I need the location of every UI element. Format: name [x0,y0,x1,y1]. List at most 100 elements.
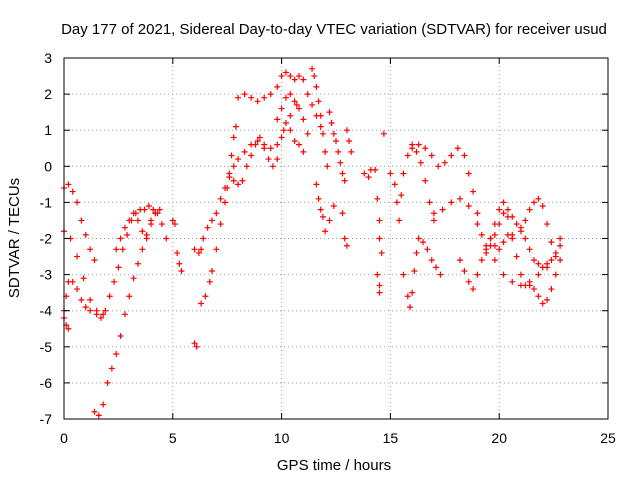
data-point [304,91,311,98]
data-point [326,217,333,224]
y-tick-label: -1 [40,194,53,210]
data-point [141,206,148,213]
data-point [152,210,159,217]
series-track-w [517,228,555,271]
data-point [274,141,281,148]
data-point [478,257,485,264]
data-point [409,141,416,148]
data-point [526,246,533,253]
data-point [341,235,348,242]
data-point [380,130,387,137]
data-point [513,221,520,228]
data-point [509,235,516,242]
data-point [413,148,420,155]
data-point [87,246,94,253]
data-point [422,145,429,152]
data-point [404,293,411,300]
data-point [130,210,137,217]
data-point [293,101,300,108]
data-point [457,257,464,264]
data-point [208,267,215,274]
series-track-l [235,69,324,130]
data-point [235,181,242,188]
data-point [326,109,333,116]
data-point [465,170,472,177]
data-point [387,170,394,177]
x-tick-label: 25 [600,430,616,446]
data-point [487,235,494,242]
data-point [317,123,324,130]
data-point [557,242,564,249]
data-point [95,412,102,419]
data-point [117,332,124,339]
data-point [552,271,559,278]
series-track-g [169,217,185,274]
data-point [248,152,255,159]
data-point [522,217,529,224]
data-point [104,379,111,386]
data-point [374,195,381,202]
data-point [296,105,303,112]
data-point [333,138,339,145]
data-point [500,199,507,206]
data-point [265,156,272,163]
data-point [74,253,81,260]
data-point [400,170,407,177]
data-point [400,271,407,278]
data-point [504,206,511,213]
data-point [411,267,418,274]
data-point [372,166,379,173]
data-point [126,293,133,300]
data-point [78,217,85,224]
data-point [300,116,307,123]
axis-ticks: 0 5 10 15 20 25 -7 -6 -5 -4 -3 -2 -1 0 1 2 3 [40,50,616,446]
data-point [500,210,507,217]
data-point [82,304,89,311]
data-point [441,159,448,166]
data-point [404,152,411,159]
x-tick-label: 15 [383,430,399,446]
data-point [291,76,298,83]
data-point [87,296,94,303]
data-point [143,235,150,242]
data-point [531,257,538,264]
data-point [119,246,126,253]
data-point [117,235,124,242]
data-point [544,296,551,303]
data-point [280,127,287,134]
data-point [100,401,107,408]
data-point [328,119,335,126]
data-point [330,130,337,137]
data-point [539,264,546,271]
data-point [261,145,268,152]
data-point [535,271,542,278]
data-point [343,127,350,134]
data-point [282,119,289,126]
data-point [324,163,331,170]
data-point [319,130,326,137]
data-point [296,73,303,80]
data-point [393,199,400,206]
data-point [80,275,87,282]
data-point [474,271,481,278]
data-point [267,145,274,152]
data-point [504,231,511,238]
x-tick-label: 0 [60,430,68,446]
data-point [274,156,281,163]
y-tick-label: -3 [40,267,53,283]
data-point [317,112,324,119]
series-track-q [387,145,437,224]
data-point [461,152,468,159]
series-track-c [61,181,98,264]
data-point [65,325,72,332]
data-point [522,235,529,242]
data-point [420,239,427,246]
data-point [531,286,538,293]
data-point [217,195,224,202]
data-point [239,177,246,184]
data-point [269,163,276,170]
data-point [435,163,442,170]
data-point [235,94,242,101]
data-point [121,311,128,318]
